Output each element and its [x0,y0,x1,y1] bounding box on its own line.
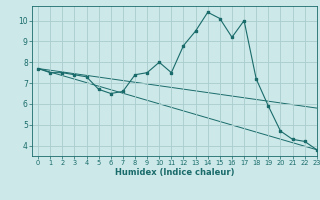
X-axis label: Humidex (Indice chaleur): Humidex (Indice chaleur) [115,168,234,177]
